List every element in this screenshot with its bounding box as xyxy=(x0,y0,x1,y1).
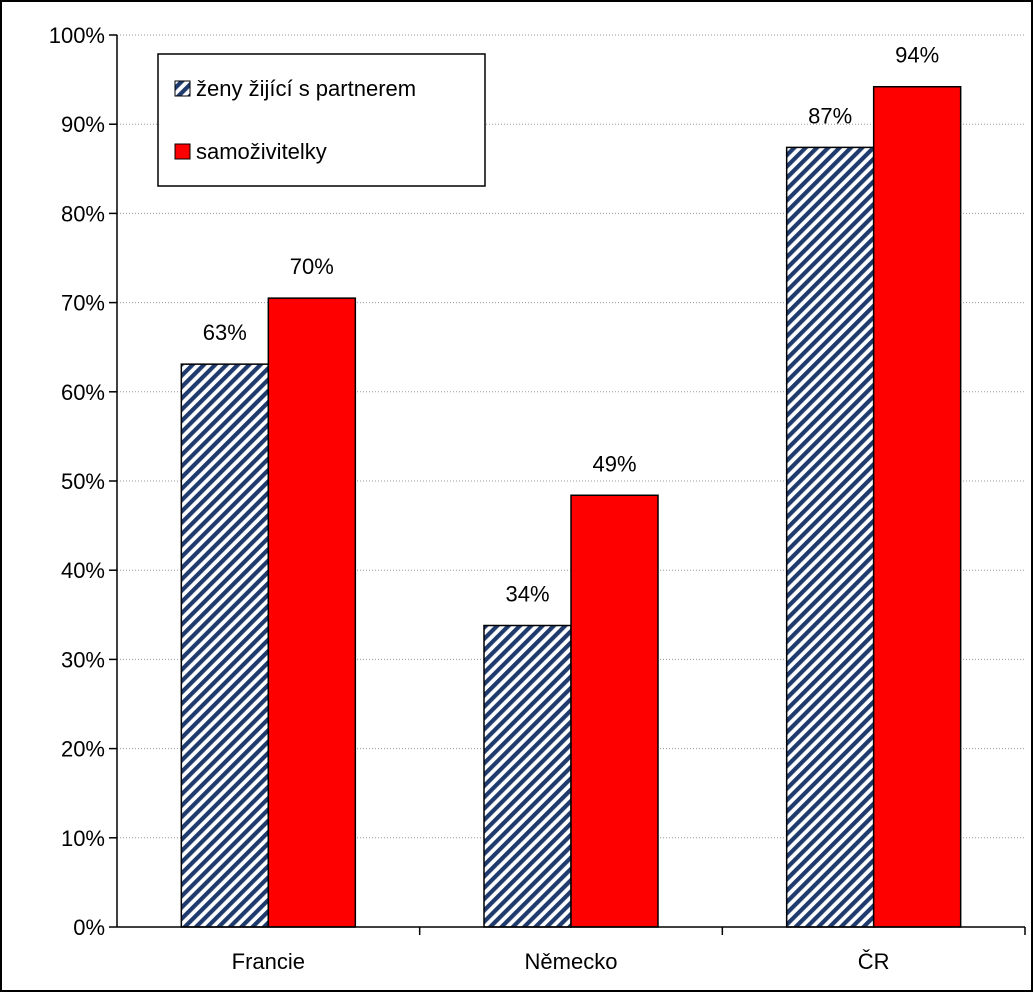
data-label: 34% xyxy=(505,582,549,607)
axes xyxy=(109,34,1026,935)
y-tick-label: 40% xyxy=(61,558,105,583)
legend: ženy žijící s partnerem samoživitelky xyxy=(157,53,486,187)
bar xyxy=(872,85,962,928)
y-tick-label: 80% xyxy=(61,201,105,226)
legend-swatch xyxy=(174,143,191,160)
data-label: 94% xyxy=(895,43,939,68)
y-tick-label: 70% xyxy=(61,291,105,316)
data-label: 49% xyxy=(592,451,636,476)
x-tick-label: Německo xyxy=(525,949,618,974)
y-tick-label: 100% xyxy=(49,23,105,48)
y-tick-label: 20% xyxy=(61,737,105,762)
y-tick-label: 50% xyxy=(61,469,105,494)
legend-label: ženy žijící s partnerem xyxy=(196,76,416,101)
y-tick-label: 0% xyxy=(73,915,105,940)
bar xyxy=(267,297,357,928)
bar xyxy=(785,146,875,928)
bar xyxy=(570,494,659,928)
x-tick-label: ČR xyxy=(858,949,890,974)
y-tick-label: 30% xyxy=(61,647,105,672)
data-label: 87% xyxy=(808,103,852,128)
data-label: 63% xyxy=(203,320,247,345)
bar xyxy=(483,624,572,928)
bars xyxy=(180,85,962,928)
y-tick-label: 60% xyxy=(61,380,105,405)
bar xyxy=(180,363,270,928)
labels: 0% 10% 20% 30% 40% 50% 60% 70% 80% 90% 100% 63% 70% F… xyxy=(49,23,939,974)
y-tick-label: 90% xyxy=(61,112,105,137)
legend-box xyxy=(157,53,486,187)
x-tick-label: Francie xyxy=(232,949,305,974)
y-tick-label: 10% xyxy=(61,826,105,851)
data-label: 70% xyxy=(290,254,334,279)
legend-label: samoživitelky xyxy=(196,139,327,164)
legend-swatch xyxy=(174,80,191,97)
